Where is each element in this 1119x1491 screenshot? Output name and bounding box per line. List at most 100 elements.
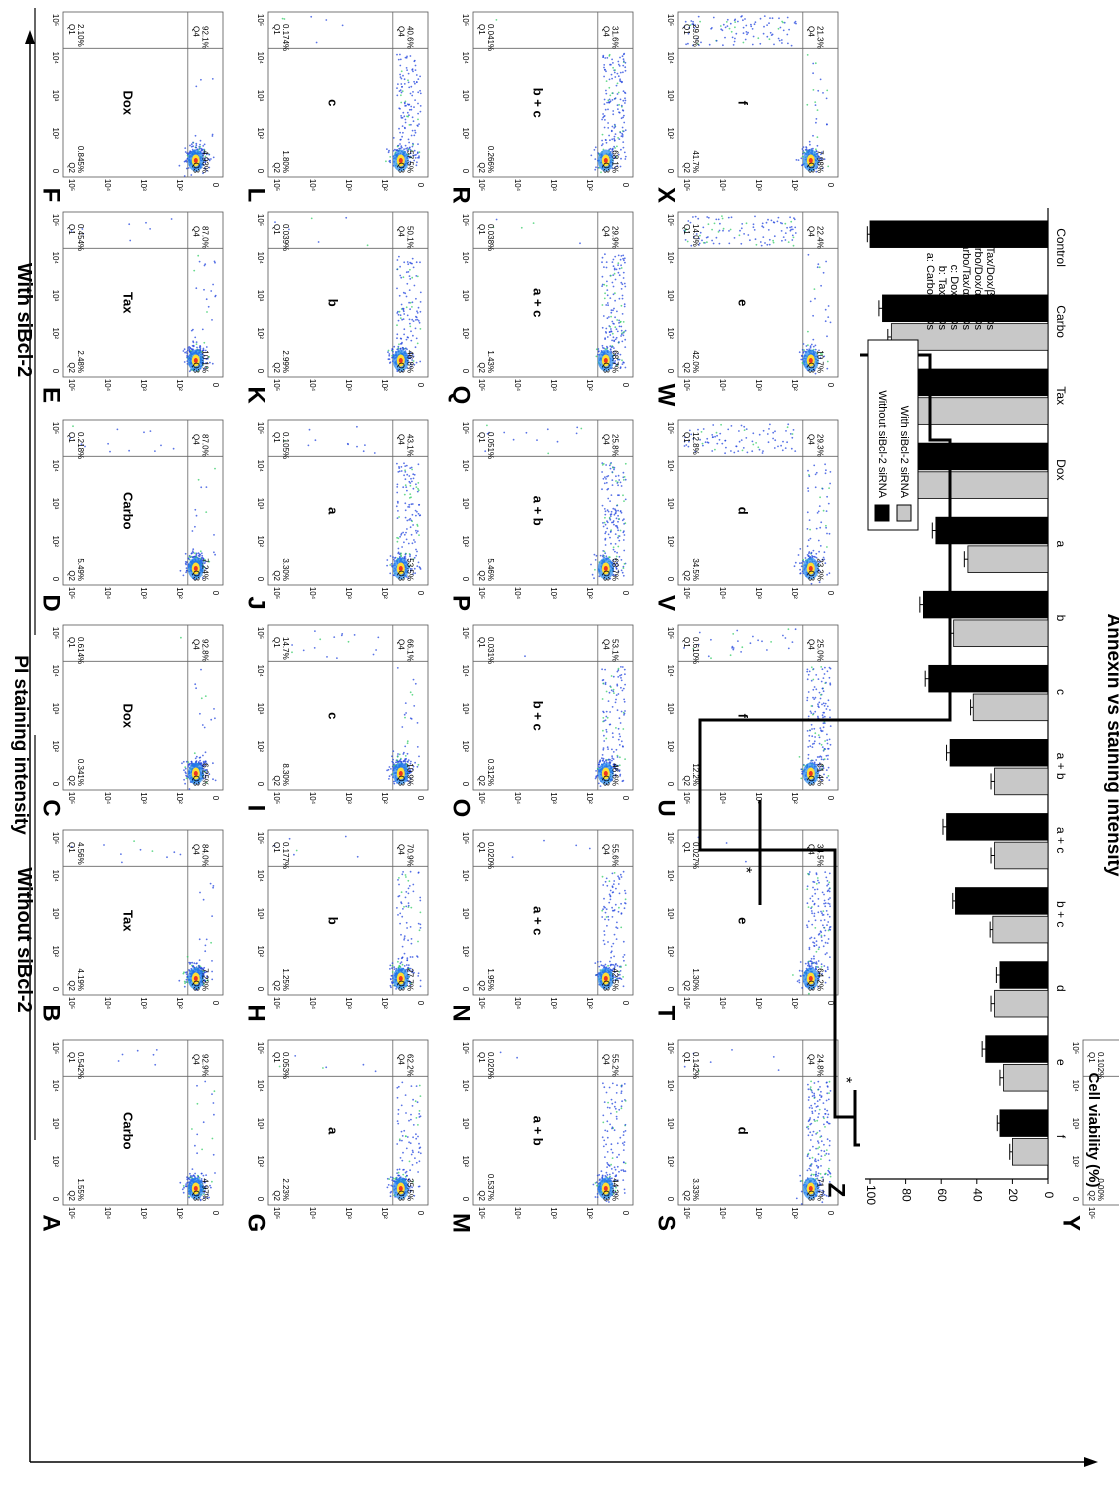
event-dot <box>415 275 418 277</box>
event-dot <box>400 891 403 894</box>
event-dot <box>72 425 74 428</box>
event-dot <box>411 116 414 119</box>
panel-letter: H <box>243 1004 270 1021</box>
y-tick-label: 10⁵ <box>51 14 60 26</box>
event-dot <box>411 1164 414 1166</box>
y-tick-label: 0 <box>461 987 470 992</box>
event-dot <box>402 1169 404 1171</box>
q1-label: Q1 <box>67 224 76 235</box>
event-dot <box>418 1110 421 1112</box>
event-dot <box>604 544 607 546</box>
event-dot <box>205 346 208 348</box>
event-dot <box>407 506 409 508</box>
event-dot <box>193 1175 196 1178</box>
event-dot <box>608 1165 611 1167</box>
event-dot <box>603 550 606 553</box>
event-dot <box>613 307 615 310</box>
q3-value: 6.25% <box>201 763 210 786</box>
event-dot <box>407 879 410 882</box>
event-dot <box>417 763 420 766</box>
event-dot <box>401 135 403 138</box>
event-dot <box>405 271 408 274</box>
y-tick-label: 10⁴ <box>51 460 60 473</box>
event-dot <box>398 343 400 346</box>
q1-value: 0.177% <box>281 842 290 869</box>
event-dot <box>617 738 620 741</box>
event-dot <box>402 310 405 313</box>
event-dot <box>412 524 414 526</box>
x-tick-label: 0 <box>416 183 425 188</box>
event-dot <box>295 849 298 852</box>
panel-letter: G <box>243 1214 270 1233</box>
event-dot <box>605 304 608 306</box>
event-dot <box>612 258 615 261</box>
event-dot <box>616 1156 618 1159</box>
event-dot <box>396 53 398 56</box>
event-dot <box>188 762 191 765</box>
x-tick-label: 10⁴ <box>513 1207 522 1220</box>
event-dot <box>403 713 406 716</box>
event-dot <box>411 480 413 483</box>
event-dot <box>618 319 620 322</box>
event-dot <box>606 346 609 349</box>
event-dot <box>403 83 406 85</box>
event-dot <box>405 1170 408 1173</box>
event-dot <box>605 89 607 92</box>
event-dot <box>408 1119 410 1122</box>
event-dot <box>606 488 609 491</box>
event-dot <box>186 352 189 355</box>
event-dot <box>195 341 198 343</box>
event-dot <box>615 268 618 271</box>
event-dot <box>397 547 400 550</box>
event-dot <box>616 82 619 85</box>
event-dot <box>609 515 612 517</box>
q4-value: 92.9% <box>201 1054 210 1077</box>
event-dot <box>406 261 409 263</box>
panel-letter: D <box>38 594 65 611</box>
event-dot <box>596 1196 599 1198</box>
event-dot <box>593 577 595 580</box>
event-dot <box>622 940 625 943</box>
event-dot <box>203 1178 206 1181</box>
event-dot <box>403 261 406 264</box>
event-dot <box>611 963 613 966</box>
event-dot <box>409 717 412 720</box>
event-dot <box>394 557 396 559</box>
event-dot <box>374 1070 377 1073</box>
q4-value: 50.1% <box>406 226 415 249</box>
event-dot <box>615 336 618 339</box>
q3-value: 46.8% <box>406 350 415 373</box>
event-dot <box>128 449 131 452</box>
event-dot <box>385 160 387 163</box>
q4-value: 29.9% <box>611 226 620 249</box>
event-dot <box>404 755 407 757</box>
event-dot <box>347 640 350 643</box>
event-dot <box>409 92 412 95</box>
event-dot <box>623 530 625 532</box>
event-dot <box>614 1168 617 1171</box>
event-dot <box>409 956 412 958</box>
event-dot <box>617 545 620 548</box>
event-dot <box>396 1143 399 1145</box>
event-dot <box>617 509 619 512</box>
event-dot <box>397 1174 400 1177</box>
event-dot <box>173 851 176 854</box>
event-dot <box>391 760 394 763</box>
event-dot <box>189 1176 192 1179</box>
event-dot <box>388 149 390 152</box>
event-dot <box>414 99 416 101</box>
event-dot <box>605 759 607 762</box>
event-dot <box>415 74 418 76</box>
x-tick-label: 10⁵ <box>272 997 281 1009</box>
event-dot <box>416 565 419 568</box>
x-tick-label: 10⁵ <box>477 587 486 599</box>
event-dot <box>184 562 187 565</box>
event-dot <box>401 125 404 127</box>
event-dot <box>597 348 600 350</box>
event-dot <box>612 507 615 510</box>
q3-label: Q3 <box>192 162 201 173</box>
event-dot <box>202 1174 205 1177</box>
